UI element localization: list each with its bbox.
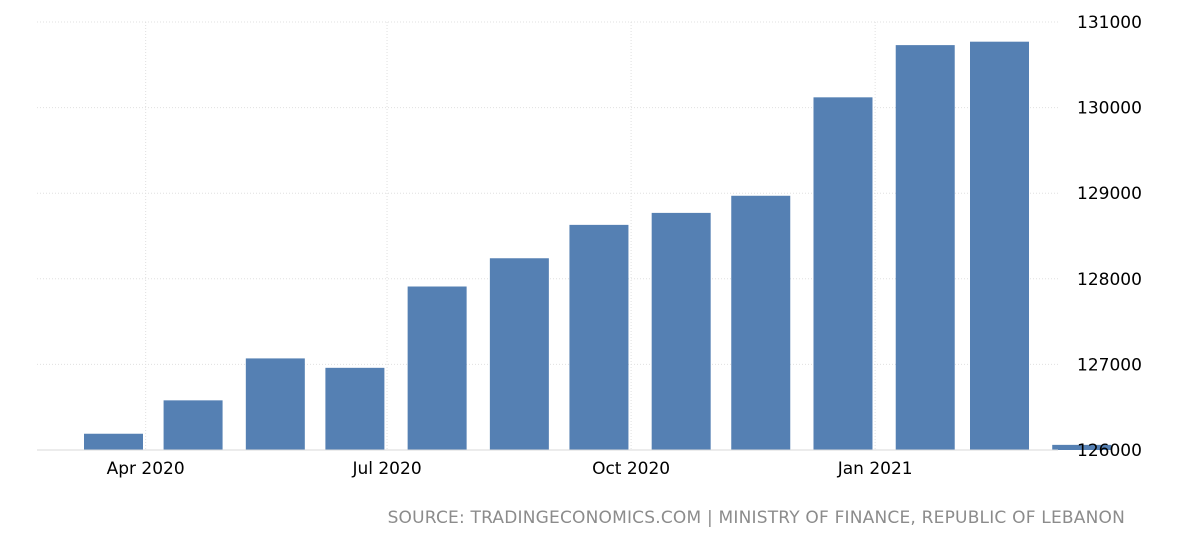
x-tick-label: Oct 2020 bbox=[592, 459, 670, 479]
x-axis-tick-labels: Apr 2020 Jul 2020 Oct 2020 Jan 2021 bbox=[107, 459, 913, 479]
y-axis-tick-labels: 126000 127000 128000 129000 130000 131000 bbox=[1077, 13, 1142, 461]
bar bbox=[163, 400, 223, 450]
bar bbox=[325, 367, 385, 450]
y-tick-label: 127000 bbox=[1077, 355, 1142, 375]
bar bbox=[731, 195, 791, 450]
y-tick-label: 131000 bbox=[1077, 13, 1142, 33]
bar bbox=[489, 258, 549, 450]
bar bbox=[84, 433, 143, 450]
x-tick-label: Apr 2020 bbox=[107, 459, 185, 479]
bar bbox=[245, 358, 305, 450]
x-tick-label: Jan 2021 bbox=[837, 459, 913, 479]
bar bbox=[569, 224, 629, 450]
y-tick-label: 130000 bbox=[1077, 99, 1142, 119]
bar bbox=[407, 286, 467, 450]
bar bbox=[895, 45, 955, 450]
y-tick-label: 126000 bbox=[1077, 441, 1142, 461]
x-tick-label: Jul 2020 bbox=[351, 459, 421, 479]
y-tick-label: 129000 bbox=[1077, 184, 1142, 204]
bar bbox=[651, 212, 711, 450]
source-note: SOURCE: TRADINGECONOMICS.COM | MINISTRY … bbox=[387, 508, 1125, 528]
bar-series bbox=[84, 41, 1112, 451]
bar bbox=[813, 97, 873, 450]
bar bbox=[970, 41, 1029, 451]
y-tick-label: 128000 bbox=[1077, 270, 1142, 290]
bar bbox=[1052, 444, 1112, 450]
